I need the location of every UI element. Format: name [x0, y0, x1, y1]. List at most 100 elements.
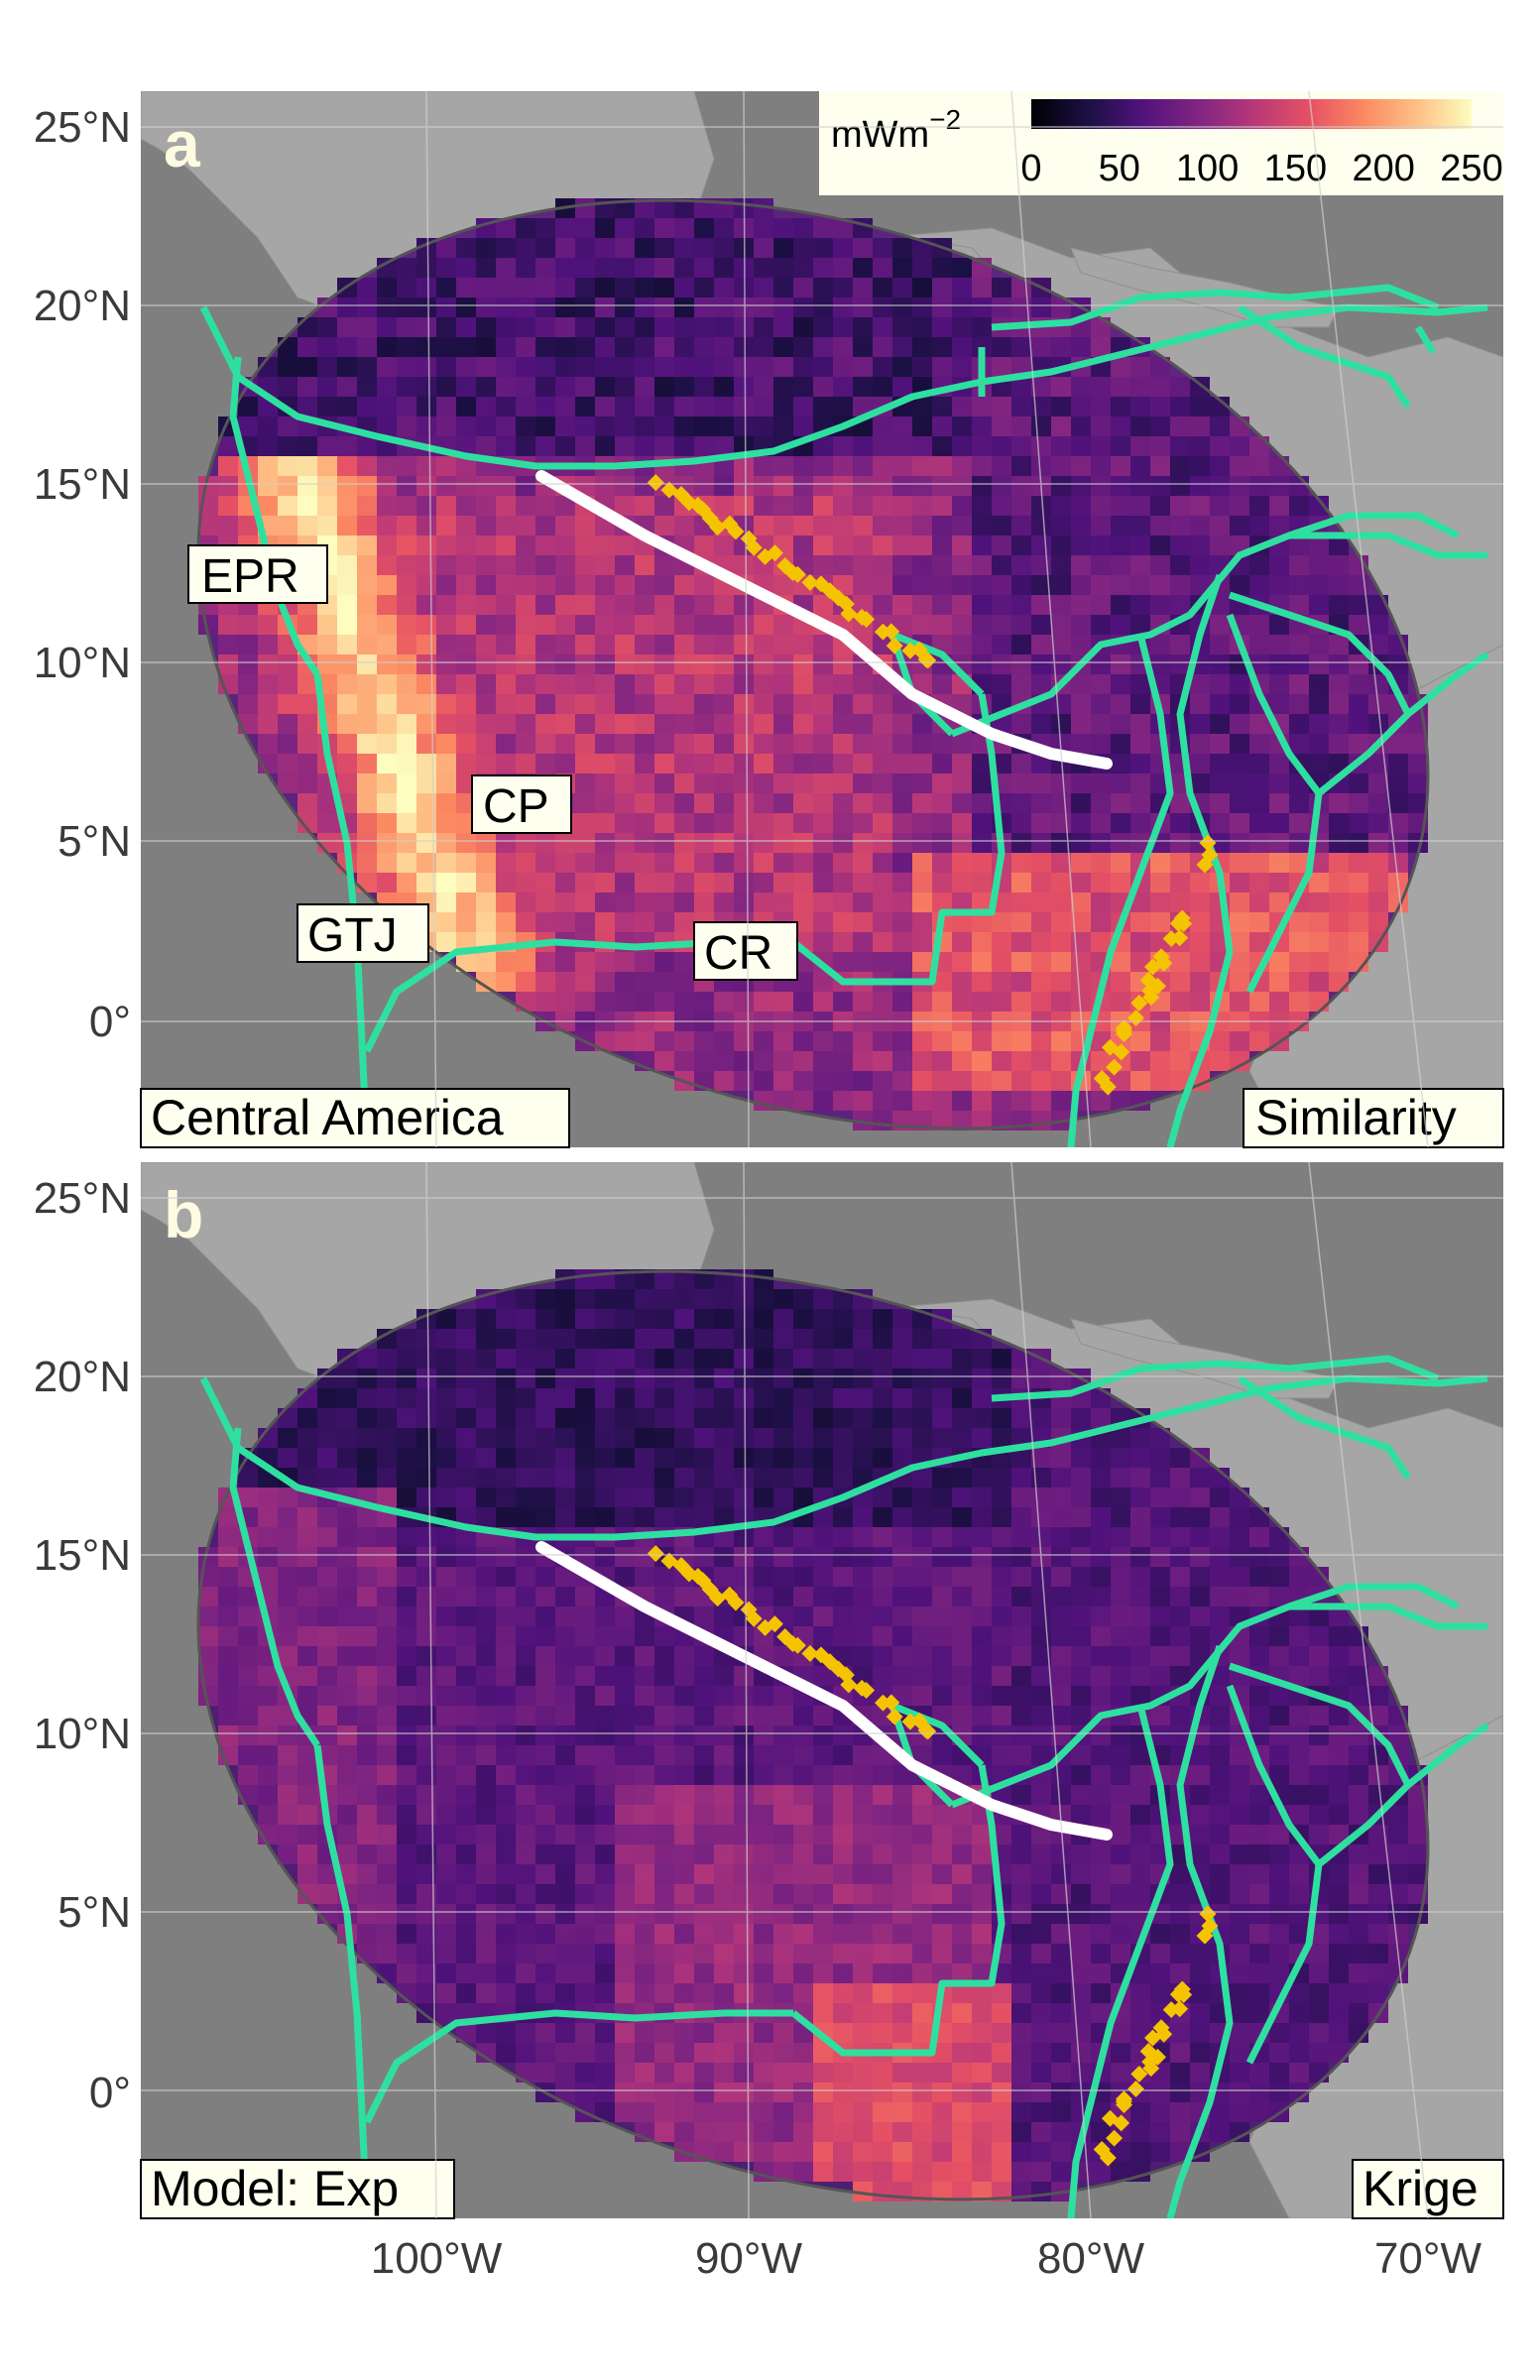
heat-cell [654, 1944, 674, 1964]
heat-cell [773, 2023, 793, 2043]
heat-cell [575, 813, 595, 833]
heat-cell [833, 377, 853, 397]
heat-cell [1329, 1924, 1349, 1944]
heat-cell [734, 1884, 754, 1904]
heat-cell [1190, 674, 1210, 694]
heat-cell [397, 1706, 416, 1726]
heat-cell [1230, 516, 1249, 536]
heat-cell [654, 238, 674, 258]
heat-cell [1289, 1884, 1309, 1904]
heat-cell [992, 2122, 1011, 2142]
heat-cell [932, 1468, 952, 1488]
heat-cell [734, 615, 754, 635]
heat-cell [377, 1587, 397, 1606]
heat-cell [892, 298, 912, 317]
heat-cell [377, 1388, 397, 1408]
heat-cell [1031, 1587, 1051, 1606]
heat-cell [496, 1289, 516, 1309]
heat-cell [595, 972, 615, 992]
heat-cell [416, 1448, 436, 1468]
heat-cell [654, 1924, 674, 1944]
heat-cell [1309, 654, 1329, 674]
heat-cell [496, 654, 516, 674]
heat-cell [436, 813, 456, 833]
heat-cell [912, 298, 932, 317]
heat-cell [317, 1408, 337, 1428]
heat-cell [952, 2082, 972, 2102]
heat-cell [357, 1765, 377, 1785]
heat-cell [873, 2142, 892, 2162]
heat-cell [1130, 595, 1150, 615]
heat-cell [1309, 496, 1329, 516]
heat-cell [1230, 1031, 1249, 1051]
heat-cell [813, 1884, 833, 1904]
heat-cell [496, 1765, 516, 1785]
heat-cell [397, 1626, 416, 1646]
heat-cell [1150, 1428, 1170, 1448]
heat-cell [535, 1884, 555, 1904]
heat-cell [992, 1408, 1011, 1428]
heat-cell [1071, 1983, 1091, 2003]
heat-cell [516, 1507, 535, 1527]
heat-cell [436, 377, 456, 397]
heat-cell [773, 1844, 793, 1864]
heat-cell [1170, 1567, 1190, 1587]
heat-cell [357, 1547, 377, 1567]
heat-cell [813, 853, 833, 873]
heat-cell [992, 516, 1011, 536]
heat-cell [1170, 2122, 1190, 2142]
heat-cell [476, 2043, 496, 2063]
heat-cell [317, 1706, 337, 1726]
heat-cell [654, 2122, 674, 2142]
heat-cell [734, 1428, 754, 1448]
heat-cell [694, 1428, 714, 1448]
heat-cell [1230, 2122, 1249, 2142]
heat-cell [1071, 1805, 1091, 1825]
heat-cell [1249, 774, 1269, 793]
heat-cell [773, 1567, 793, 1587]
heat-cell [1130, 1805, 1150, 1825]
heat-cell [377, 1368, 397, 1388]
heat-cell [635, 992, 654, 1012]
heat-cell [615, 1408, 635, 1428]
heat-cell [535, 1428, 555, 1448]
heat-cell [476, 1864, 496, 1884]
heat-cell [456, 2023, 476, 2043]
heat-cell [278, 496, 297, 516]
heat-cell [1150, 1924, 1170, 1944]
heat-cell [476, 1587, 496, 1606]
heat-cell [595, 654, 615, 674]
heat-cell [1091, 2003, 1111, 2023]
heat-cell [1368, 754, 1388, 774]
heat-cell [833, 992, 853, 1012]
heat-cell [932, 972, 952, 992]
heat-cell [952, 1368, 972, 1388]
heat-cell [1230, 2003, 1249, 2023]
heat-cell [773, 1368, 793, 1388]
heat-cell [456, 635, 476, 654]
heat-cell [1249, 1527, 1269, 1547]
heat-cell [654, 1706, 674, 1726]
heat-cell [1031, 1785, 1051, 1805]
heat-cell [1111, 813, 1130, 833]
heat-cell [595, 555, 615, 575]
heat-cell [853, 912, 873, 932]
heat-cell [1289, 575, 1309, 595]
heat-cell [873, 2082, 892, 2102]
heat-cell [734, 1666, 754, 1686]
heat-cell [516, 2023, 535, 2043]
heat-cell [595, 337, 615, 357]
heat-cell [932, 397, 952, 416]
heat-cell [198, 615, 218, 635]
heat-cell [793, 1567, 813, 1587]
heat-cell [258, 1547, 278, 1567]
heat-cell [595, 793, 615, 813]
heat-cell [1150, 536, 1170, 555]
heat-cell [813, 1031, 833, 1051]
heat-cell [793, 476, 813, 496]
heat-cell [992, 456, 1011, 476]
heat-cell [694, 436, 714, 456]
heat-cell [1210, 1785, 1230, 1805]
heat-cell [357, 1587, 377, 1606]
heat-cell [357, 1666, 377, 1686]
